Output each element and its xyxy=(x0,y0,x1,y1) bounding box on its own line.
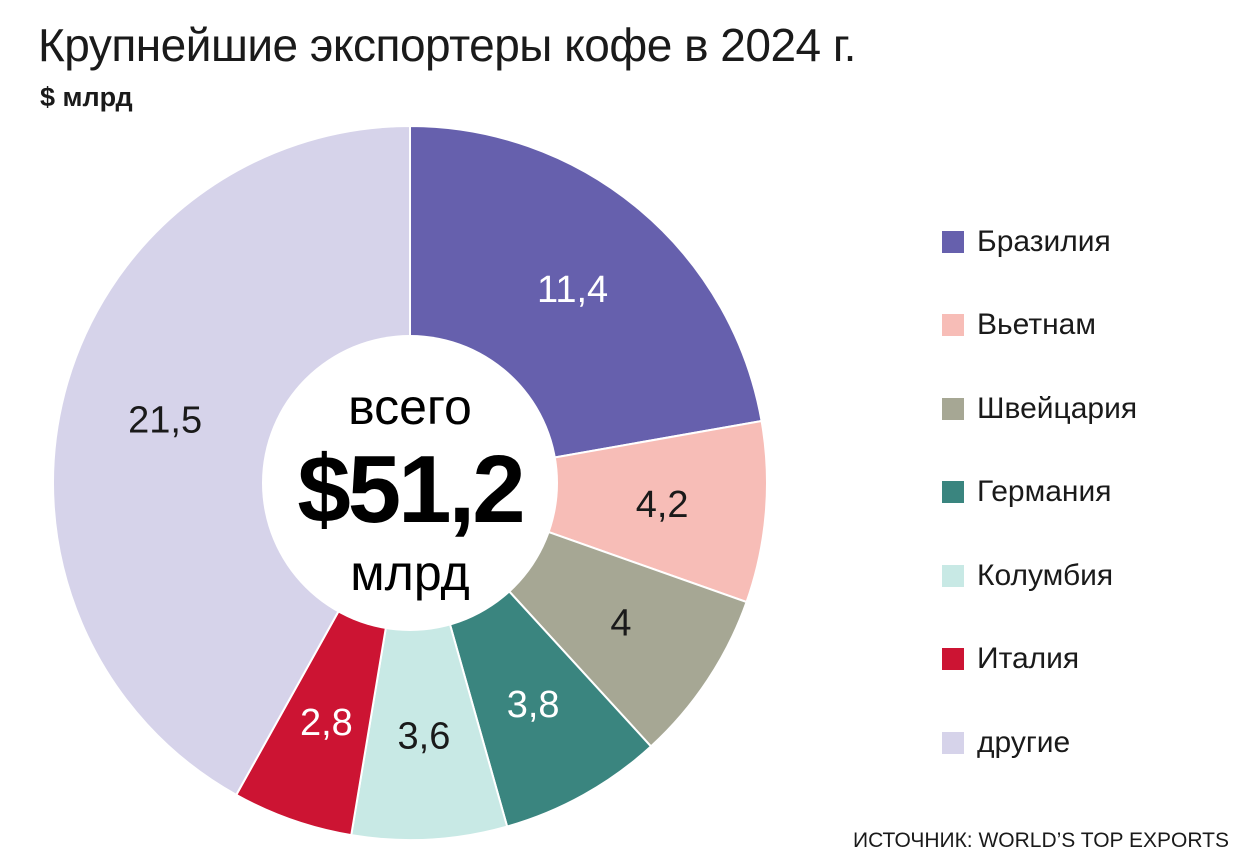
legend-item: Италия xyxy=(942,618,1137,702)
chart-title: Крупнейшие экспортеры кофе в 2024 г. xyxy=(38,19,856,71)
legend-swatch xyxy=(942,314,964,337)
legend-label: Бразилия xyxy=(977,224,1111,258)
legend-item: другие xyxy=(942,701,1137,785)
legend-label: Италия xyxy=(977,642,1080,676)
legend-item: Бразилия xyxy=(942,200,1137,284)
legend: Бразилия Вьетнам Швейцария Германия Колумбия… xyxy=(942,200,1137,785)
legend-label: Вьетнам xyxy=(977,308,1096,342)
source-note: ИСТОЧНИК: WORLD’S TOP EXPORTS xyxy=(853,829,1229,852)
legend-item: Швейцария xyxy=(942,367,1137,451)
data-label: 3,8 xyxy=(507,684,560,726)
legend-swatch xyxy=(942,564,964,587)
legend-swatch xyxy=(942,481,964,504)
data-label: 11,4 xyxy=(537,269,608,311)
legend-swatch xyxy=(942,731,964,754)
center-top-label: всего xyxy=(348,379,472,435)
legend-item: Вьетнам xyxy=(942,284,1137,368)
donut-hole xyxy=(262,335,558,631)
center-total-value: $51,2 xyxy=(297,436,522,543)
legend-label: другие xyxy=(977,725,1071,759)
legend-swatch xyxy=(942,397,964,420)
legend-swatch xyxy=(942,230,964,253)
legend-label: Германия xyxy=(977,475,1112,509)
data-label: 21,5 xyxy=(128,399,202,441)
data-label: 4,2 xyxy=(636,484,689,526)
legend-label: Швейцария xyxy=(977,391,1138,425)
legend-item: Германия xyxy=(942,451,1137,535)
legend-swatch xyxy=(942,648,964,671)
data-label: 4 xyxy=(610,603,631,645)
data-label: 2,8 xyxy=(300,702,353,744)
data-label: 3,6 xyxy=(398,716,451,758)
center-bottom-label: млрд xyxy=(350,545,469,601)
legend-item: Колумбия xyxy=(942,534,1137,618)
legend-label: Колумбия xyxy=(977,558,1114,592)
chart-subtitle: $ млрд xyxy=(40,82,133,112)
